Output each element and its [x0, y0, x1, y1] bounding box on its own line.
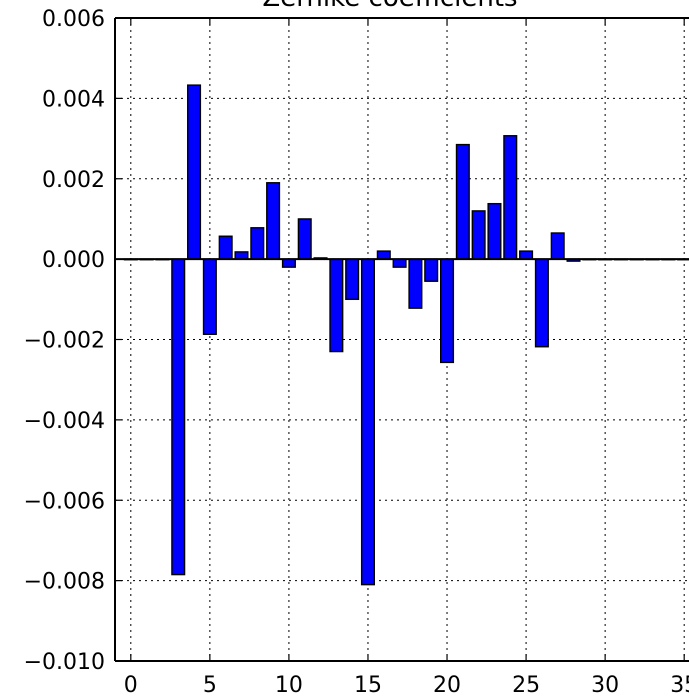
x-tick-label: 5	[203, 673, 217, 698]
x-tick-label: 35	[670, 673, 689, 698]
bar	[202, 258, 217, 335]
x-tick-label: 20	[433, 673, 461, 698]
y-axis-ticks: 0.006 0.004 0.002 0.000 −0.002 −0.004 −0.006 −0…	[24, 7, 122, 675]
y-tick-label: −0.006	[24, 489, 105, 514]
y-tick-label: −0.010	[24, 650, 105, 675]
y-tick-label: −0.004	[24, 409, 105, 434]
x-axis-ticks: 0 5 10 15 20 25 30 35	[124, 18, 689, 698]
bar	[171, 258, 186, 576]
bar	[503, 135, 518, 260]
y-tick-label: 0.004	[42, 87, 105, 112]
x-tick-label: 0	[124, 673, 138, 698]
bar	[440, 258, 455, 364]
chart-title: Zernike coefficients	[262, 0, 517, 13]
x-tick-label: 15	[354, 673, 382, 698]
bar	[550, 232, 565, 260]
bar	[187, 84, 202, 260]
x-tick-label: 30	[591, 673, 619, 698]
bar	[345, 258, 360, 301]
bar	[297, 218, 312, 260]
y-tick-label: −0.002	[24, 329, 105, 354]
bar	[408, 258, 423, 309]
bar	[471, 210, 486, 260]
bar	[519, 250, 534, 260]
bar	[281, 258, 296, 268]
x-tick-label: 25	[512, 673, 540, 698]
bar	[376, 250, 391, 260]
bar	[534, 258, 549, 348]
bar	[329, 258, 344, 353]
bar	[455, 143, 470, 260]
x-tick-label: 10	[275, 673, 303, 698]
bar	[218, 235, 233, 260]
bar	[487, 202, 502, 260]
bar	[360, 258, 375, 586]
y-tick-label: 0.006	[42, 7, 105, 32]
y-tick-label: 0.000	[42, 248, 105, 273]
y-tick-label: −0.008	[24, 570, 105, 595]
bar	[392, 258, 407, 268]
y-tick-label: 0.002	[42, 168, 105, 193]
bar	[250, 227, 265, 260]
bars	[123, 84, 689, 586]
bar	[234, 251, 249, 260]
bar	[424, 258, 439, 282]
bar	[266, 182, 281, 260]
